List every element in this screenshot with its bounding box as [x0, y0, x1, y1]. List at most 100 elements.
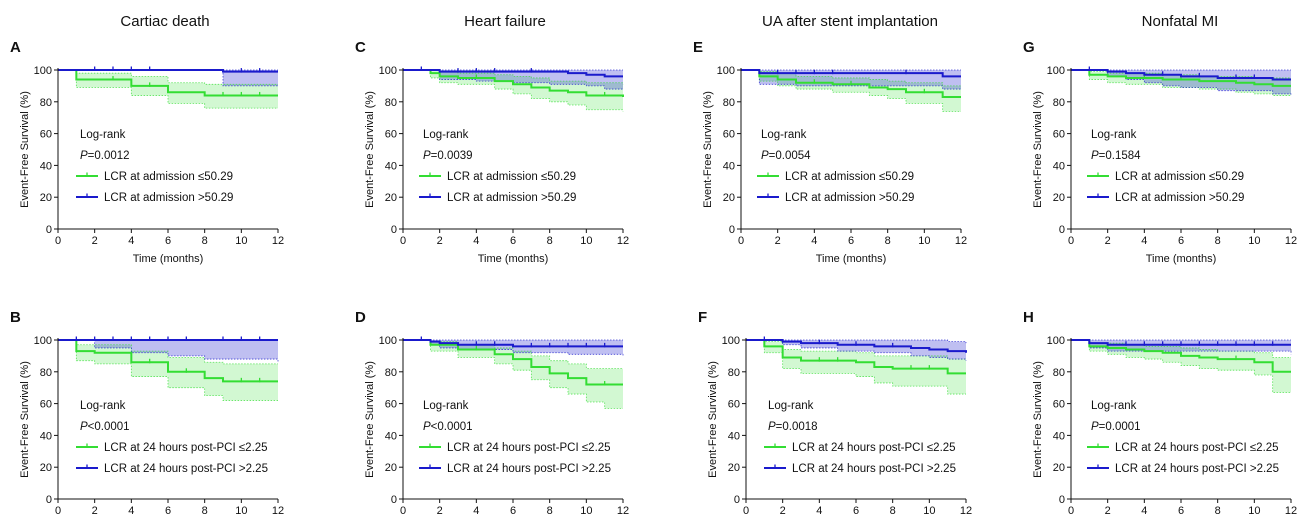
p-value: P=0.0001 — [1091, 421, 1141, 433]
legend-label-high: LCR at 24 hours post-PCI >2.25 — [1115, 463, 1279, 475]
panel-e: E 0 20 40 60 80 100 0 2 4 6 8 10 12 Time (months) Event… — [693, 39, 967, 265]
x-tick-label: 6 — [1178, 505, 1184, 517]
panel-h: H020406080100024681012Time (months)Event… — [1023, 309, 1297, 524]
y-tick-label: 100 — [1047, 65, 1065, 77]
panel-f: F020406080100024681012Time (months)Event… — [698, 309, 972, 524]
y-tick-label: 40 — [40, 160, 52, 172]
panel-letter: G — [1023, 39, 1035, 56]
x-tick-label: 0 — [55, 235, 61, 247]
y-tick-label: 20 — [385, 462, 397, 474]
column-title-nonfatal-mi: Nonfatal MI — [1142, 13, 1219, 30]
x-tick-label: 0 — [1068, 505, 1074, 517]
y-tick-label: 40 — [1053, 160, 1065, 172]
x-tick-label: 0 — [400, 235, 406, 247]
p-value: P<0.0001 — [80, 421, 130, 433]
panel-letter: F — [698, 309, 707, 326]
x-tick-label: 0 — [743, 505, 749, 517]
x-axis-label: Time (months) — [816, 253, 887, 265]
x-tick-label: 12 — [272, 505, 284, 517]
y-tick-label: 20 — [1053, 192, 1065, 204]
y-tick-label: 0 — [391, 494, 397, 506]
y-tick-label: 60 — [385, 399, 397, 411]
x-axis-label: Time (months) — [133, 253, 204, 265]
survival-line-high — [741, 69, 961, 78]
x-tick-label: 4 — [128, 505, 134, 517]
survival-line-high — [1071, 339, 1291, 346]
logrank-label: Log-rank — [80, 129, 126, 141]
x-tick-label: 6 — [165, 235, 171, 247]
y-tick-label: 40 — [1053, 430, 1065, 442]
x-tick-label: 2 — [780, 505, 786, 517]
x-tick-label: 8 — [1215, 505, 1221, 517]
column-title-cardiac-death: Cartiac death — [120, 13, 209, 30]
x-tick-label: 10 — [923, 505, 935, 517]
y-tick-label: 100 — [379, 335, 397, 347]
y-axis-label: Event-Free Survival (%) — [1032, 91, 1044, 208]
x-tick-label: 8 — [202, 505, 208, 517]
y-tick-label: 20 — [723, 192, 735, 204]
ci-lower-high — [746, 339, 967, 361]
panel-letter: A — [10, 39, 21, 56]
legend-label-high: LCR at 24 hours post-PCI >2.25 — [104, 463, 268, 475]
x-tick-label: 4 — [811, 235, 817, 247]
y-tick-label: 0 — [729, 224, 735, 236]
y-tick-label: 60 — [728, 399, 740, 411]
legend-label-low: LCR at admission ≤50.29 — [447, 171, 576, 183]
y-tick-label: 40 — [728, 430, 740, 442]
x-tick-label: 6 — [510, 505, 516, 517]
survival-line-high — [403, 69, 623, 78]
x-tick-label: 12 — [955, 235, 967, 247]
panel-letter: E — [693, 39, 703, 56]
ci-band-low — [746, 340, 966, 395]
x-tick-label: 4 — [473, 235, 479, 247]
panel-letter: B — [10, 309, 21, 326]
y-axis-label: Event-Free Survival (%) — [19, 361, 31, 478]
x-tick-label: 10 — [1248, 235, 1260, 247]
y-tick-label: 40 — [40, 430, 52, 442]
panel-a: A 0 20 40 60 80 100 0 2 4 6 8 10 12 Time (months) Event… — [10, 39, 284, 265]
y-tick-label: 40 — [385, 430, 397, 442]
legend-label-high: LCR at admission >50.29 — [785, 192, 914, 204]
x-tick-label: 12 — [960, 505, 972, 517]
y-axis-label: Event-Free Survival (%) — [364, 361, 376, 478]
ci-upper-low — [1071, 339, 1291, 358]
ci-upper-low — [58, 339, 278, 365]
x-tick-label: 6 — [510, 235, 516, 247]
legend-label-high: LCR at admission >50.29 — [1115, 192, 1244, 204]
y-tick-label: 80 — [728, 367, 740, 379]
y-tick-label: 0 — [391, 224, 397, 236]
x-tick-label: 4 — [128, 235, 134, 247]
logrank-label: Log-rank — [1091, 400, 1137, 412]
y-tick-label: 100 — [722, 335, 740, 347]
x-tick-label: 6 — [848, 235, 854, 247]
x-tick-label: 2 — [1105, 235, 1111, 247]
survival-line-low — [58, 69, 278, 97]
y-tick-label: 20 — [40, 192, 52, 204]
y-axis-label: Event-Free Survival (%) — [364, 91, 376, 208]
panel-c: C 0 20 40 60 80 100 0 2 4 6 8 10 12 Time (months) Event… — [355, 39, 629, 265]
p-value: P=0.0018 — [768, 421, 818, 433]
ci-lower-low — [58, 339, 278, 401]
p-value: P=0.0039 — [423, 150, 473, 162]
y-tick-label: 40 — [723, 160, 735, 172]
y-tick-label: 80 — [385, 97, 397, 109]
y-tick-label: 80 — [1053, 97, 1065, 109]
panel-letter: H — [1023, 309, 1034, 326]
panel-letter: D — [355, 309, 366, 326]
logrank-label: Log-rank — [80, 400, 126, 412]
panel-g: G 0 20 40 60 80 100 0 2 4 6 8 10 12 Time (months) Event… — [1023, 39, 1297, 265]
legend-label-low: LCR at admission ≤50.29 — [104, 171, 233, 183]
y-tick-label: 0 — [1059, 494, 1065, 506]
legend-label-low: LCR at 24 hours post-PCI ≤2.25 — [447, 442, 611, 454]
y-tick-label: 60 — [40, 399, 52, 411]
ci-band-high — [403, 70, 623, 90]
y-axis-label: Event-Free Survival (%) — [702, 91, 714, 208]
x-tick-label: 6 — [853, 505, 859, 517]
x-tick-label: 10 — [235, 235, 247, 247]
y-tick-label: 100 — [379, 65, 397, 77]
p-value: P=0.0012 — [80, 150, 130, 162]
ci-band-low — [1071, 340, 1291, 393]
y-tick-label: 80 — [1053, 367, 1065, 379]
x-tick-label: 8 — [885, 235, 891, 247]
